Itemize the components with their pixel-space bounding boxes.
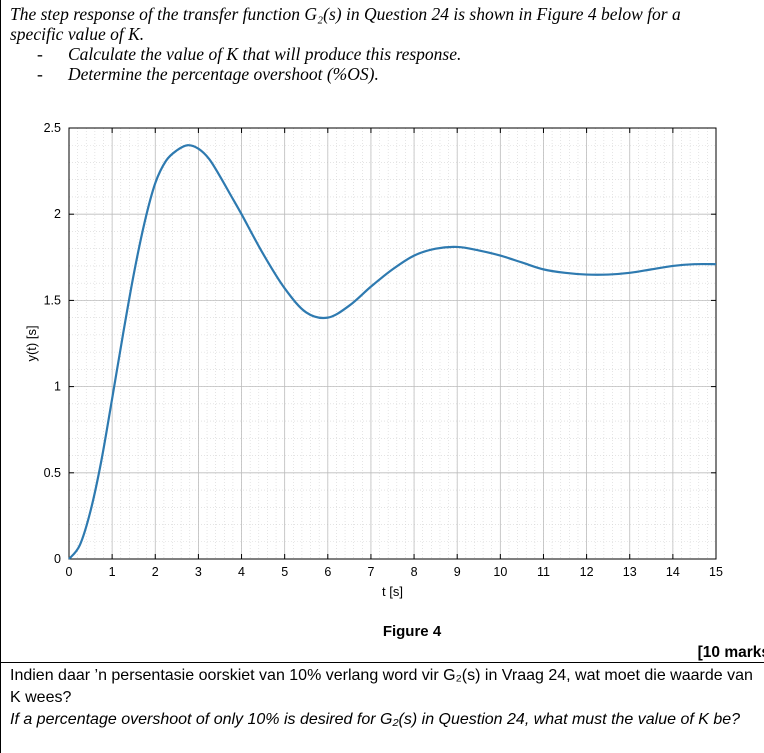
y-tick-label: 2.5 [44,121,61,135]
series-line [68,144,717,560]
x-tick-label: 9 [454,565,461,579]
y-tick-labels: 0 0.5 1 1.5 2 2.5 [44,121,61,566]
x-tick-label: 15 [709,565,723,579]
y-tick-label: 0.5 [44,466,61,480]
x-tick-label: 3 [195,565,202,579]
question-line-1: The step response of the transfer functi… [10,4,681,24]
plot-frame [68,127,717,560]
tick-marks [68,127,717,560]
x-tick-label: 6 [324,565,331,579]
minor-grid [68,127,717,560]
step-response-chart: 0 1 2 3 4 5 6 7 8 9 10 11 12 13 14 15 00.511.522.5 t [s… [24,121,723,599]
y-tick-label: 0 [54,552,61,566]
x-axis-label: t [s] [382,584,403,599]
x-tick-label: 1 [109,565,116,579]
question-english: If a percentage overshoot of only 10% is… [10,711,741,728]
x-tick-label: 0 [66,565,73,579]
x-tick-label: 4 [238,565,245,579]
x-tick-label: 10 [493,565,507,579]
x-tick-label: 12 [580,565,594,579]
y-tick-label: 1 [54,380,61,394]
bullet-text: Calculate the value of K that will produ… [68,44,462,64]
x-tick-label: 8 [411,565,418,579]
bullet-item-2: - Determine the percentage overshoot (%O… [10,64,755,84]
section-divider [0,662,764,663]
bullet-item-1: - Calculate the value of K that will pro… [10,44,755,64]
question-afrikaans: Indien daar ’n persentasie oorskiet van … [10,667,753,706]
x-tick-labels: 0 1 2 3 4 5 6 7 8 9 10 11 12 13 14 15 [66,565,723,579]
bullet-text: Determine the percentage overshoot (%OS)… [68,64,379,84]
question-line-2: specific value of K. [10,24,145,44]
x-tick-label: 5 [281,565,288,579]
x-tick-label: 14 [666,565,680,579]
x-tick-label: 13 [623,565,637,579]
marks-label: [10 marks [697,644,764,661]
x-tick-label: 2 [152,565,159,579]
question-top: The step response of the transfer functi… [10,4,755,84]
question-bottom: Indien daar ’n persentasie oorskiet van … [10,665,755,731]
figure-caption: Figure 4 [382,623,442,640]
y-axis-label: y(t) [s] [24,325,39,361]
y-tick-label: 1.5 [44,293,61,307]
y-tick-label: 2 [54,207,61,221]
bullet-marker: - [37,64,43,84]
x-tick-label: 11 [537,565,550,579]
major-grid [68,127,717,560]
x-tick-label: 7 [367,565,374,579]
left-border-line [0,0,1,753]
bullet-marker: - [37,44,43,64]
